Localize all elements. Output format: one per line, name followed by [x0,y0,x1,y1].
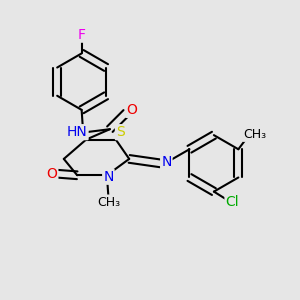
Text: O: O [126,103,137,117]
Text: N: N [161,155,172,169]
Text: HN: HN [67,125,88,139]
Text: N: N [103,170,114,184]
Text: CH₃: CH₃ [97,196,120,208]
Text: F: F [78,28,86,42]
Text: Cl: Cl [226,195,239,209]
Text: S: S [116,125,125,139]
Text: CH₃: CH₃ [243,128,266,141]
Text: O: O [46,167,57,181]
